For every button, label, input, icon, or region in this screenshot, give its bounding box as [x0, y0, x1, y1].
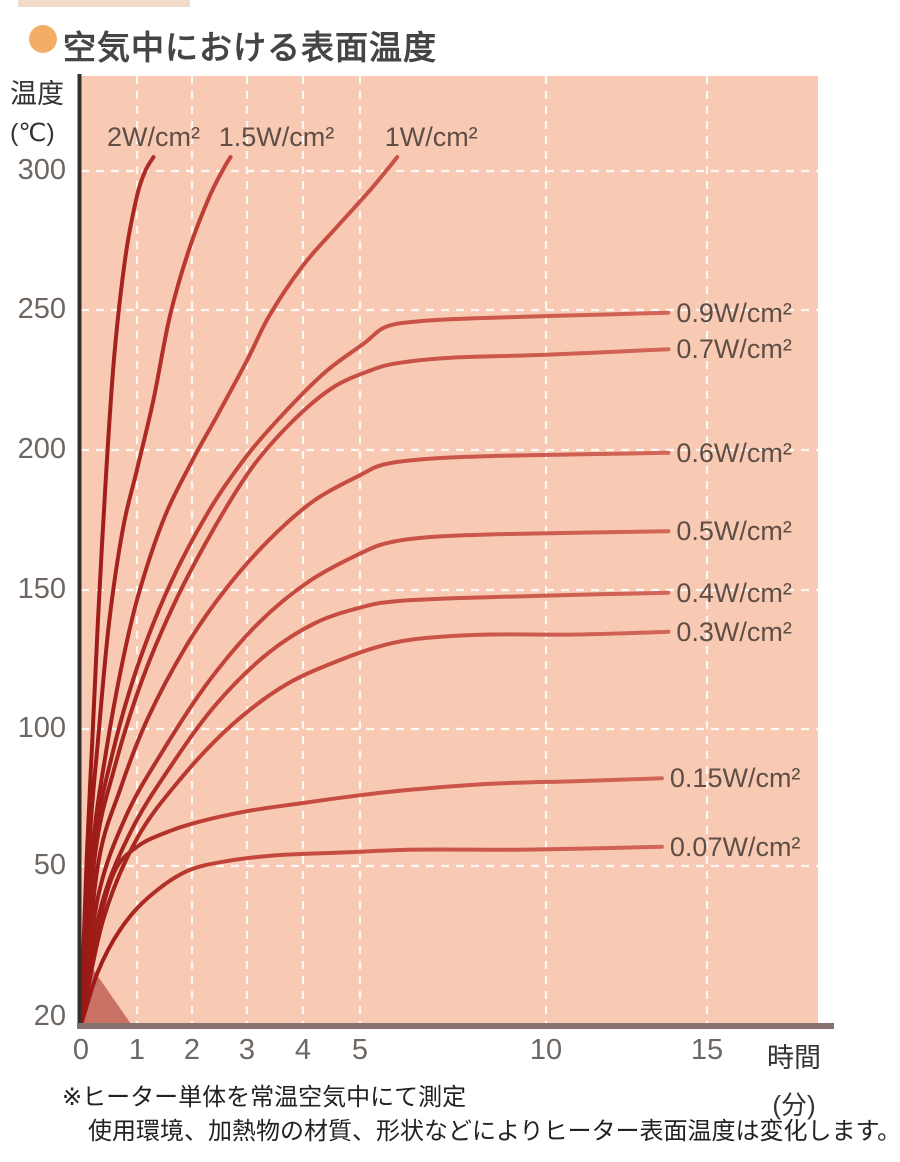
chart-title: 空気中における表面温度: [63, 29, 437, 66]
series-curve: [79, 347, 671, 1027]
x-tick-label: 1: [128, 1034, 146, 1066]
footnote-line-1: ※ヒーター単体を常温空気中にて測定: [62, 1084, 467, 1111]
y-axis-title-text: 温度: [10, 79, 64, 109]
y-tick-label: 20: [33, 1000, 66, 1032]
series-label: 0.7W/cm²: [676, 334, 792, 365]
x-axis-line: [77, 1023, 834, 1029]
series-curve: [79, 844, 664, 1027]
footnote-line-2: 使用環境、加熱物の材質、形状などによりヒーター表面温度は変化します。: [88, 1118, 900, 1145]
series-curve: [79, 590, 671, 1027]
series-label: 2W/cm²: [107, 122, 200, 153]
series-curve: [79, 155, 156, 1027]
page-edge-artifact: [18, 0, 190, 7]
y-tick-label: 50: [33, 849, 66, 881]
series-curve: [79, 529, 671, 1027]
x-axis-title-text: 時間: [767, 1043, 821, 1073]
series-label: 0.07W/cm²: [669, 831, 801, 862]
x-tick-label: 15: [690, 1034, 724, 1066]
series-curve: [79, 629, 671, 1027]
series-label: 0.6W/cm²: [676, 437, 792, 468]
series-label: 1.5W/cm²: [218, 122, 335, 153]
series-label: 0.9W/cm²: [676, 297, 792, 328]
x-tick-label: 0: [72, 1034, 90, 1066]
series-curve: [79, 776, 664, 1027]
series-curve: [79, 450, 671, 1027]
y-axis-line: [77, 74, 82, 1026]
series-label: 0.5W/cm²: [676, 516, 792, 547]
series-curve: [79, 155, 400, 1027]
x-tick-label: 10: [529, 1034, 563, 1066]
y-tick-label: 150: [17, 573, 66, 605]
x-tick-label: 2: [183, 1034, 201, 1066]
series-label: 1W/cm²: [384, 122, 478, 153]
y-tick-label: 250: [17, 293, 66, 325]
series-label: 0.4W/cm²: [676, 577, 792, 608]
y-axis-title: 温度 (℃): [10, 72, 64, 148]
series-curve: [79, 155, 233, 1027]
title-bullet-icon: [29, 25, 57, 53]
x-axis-unit: (分): [772, 1090, 816, 1120]
y-tick-label: 200: [17, 433, 66, 465]
series-label: 0.3W/cm²: [676, 616, 792, 647]
x-tick-label: 4: [294, 1034, 312, 1066]
y-tick-label: 100: [17, 712, 66, 744]
series-label: 0.15W/cm²: [669, 763, 801, 794]
x-axis-title: 時間 (分): [748, 1036, 840, 1122]
x-tick-label: 5: [351, 1034, 369, 1066]
y-axis-unit: (℃): [10, 119, 55, 147]
series-curve: [79, 310, 671, 1027]
x-tick-label: 3: [238, 1034, 256, 1066]
y-tick-label: 300: [17, 154, 66, 186]
